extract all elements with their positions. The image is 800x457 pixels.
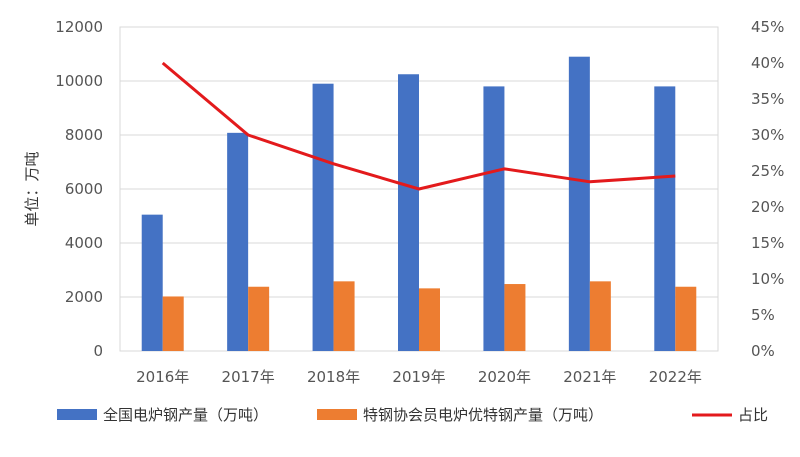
- bar-member-2016年: [162, 296, 184, 351]
- bar-member-2019年: [419, 288, 440, 351]
- legend-label: 全国电炉钢产量（万吨）: [103, 406, 268, 424]
- x-tick-label: 2022年: [649, 368, 702, 386]
- x-tick-label: 2016年: [136, 368, 189, 386]
- right-tick-label: 45%: [751, 18, 784, 36]
- left-axis-ticks: 0 2000 4000 6000 8000 10000 12000: [55, 18, 103, 360]
- right-tick-label: 15%: [751, 234, 784, 252]
- bar-national-2017年: [227, 132, 249, 351]
- right-tick-label: 5%: [751, 306, 775, 324]
- ratio-line: [161, 61, 676, 191]
- bar-member-2018年: [333, 281, 355, 351]
- left-tick-label: 8000: [65, 126, 103, 144]
- x-tick-label: 2018年: [307, 368, 360, 386]
- left-tick-label: 4000: [65, 234, 103, 252]
- x-tick-label: 2019年: [392, 368, 445, 386]
- left-tick-label: 0: [93, 342, 103, 360]
- x-tick-label: 2021年: [563, 368, 616, 386]
- right-tick-label: 0%: [751, 342, 775, 360]
- left-tick-label: 2000: [65, 288, 103, 306]
- bar-member-2021年: [589, 281, 611, 351]
- legend-swatch: [317, 409, 357, 420]
- bar-national-2022年: [654, 86, 676, 352]
- bar-national-2019年: [398, 74, 419, 351]
- legend-label: 占比: [738, 406, 768, 424]
- right-tick-label: 10%: [751, 270, 784, 288]
- x-tick-label: 2020年: [478, 368, 531, 386]
- bar-member-2022年: [675, 286, 697, 351]
- ratio-line-group: [161, 61, 676, 191]
- right-axis-ticks: 0% 5% 10% 15% 20% 25% 30% 35% 40% 45%: [751, 18, 784, 360]
- x-tick-label: 2017年: [222, 368, 275, 386]
- legend: 全国电炉钢产量（万吨） 特钢协会员电炉优特钢产量（万吨） 占比: [57, 406, 768, 424]
- legend-swatch: [57, 409, 97, 420]
- legend-label: 特钢协会员电炉优特钢产量（万吨）: [363, 406, 603, 424]
- right-tick-label: 25%: [751, 162, 784, 180]
- bar-national-2016年: [141, 214, 163, 351]
- bar-member-2017年: [248, 286, 270, 351]
- left-tick-label: 10000: [55, 72, 103, 90]
- x-axis-ticks: 2016年 2017年 2018年 2019年 2020年 2021年 2022年: [136, 368, 702, 386]
- bar-national-2018年: [312, 83, 334, 351]
- right-tick-label: 30%: [751, 126, 784, 144]
- bar-member-2020年: [504, 284, 526, 351]
- bars: [141, 56, 697, 352]
- left-tick-label: 12000: [55, 18, 103, 36]
- right-tick-label: 35%: [751, 90, 784, 108]
- bar-national-2020年: [483, 86, 505, 352]
- bar-national-2021年: [568, 56, 590, 351]
- right-tick-label: 20%: [751, 198, 784, 216]
- y-axis-label: 单位：万吨: [23, 151, 41, 226]
- left-tick-label: 6000: [65, 180, 103, 198]
- right-tick-label: 40%: [751, 54, 784, 72]
